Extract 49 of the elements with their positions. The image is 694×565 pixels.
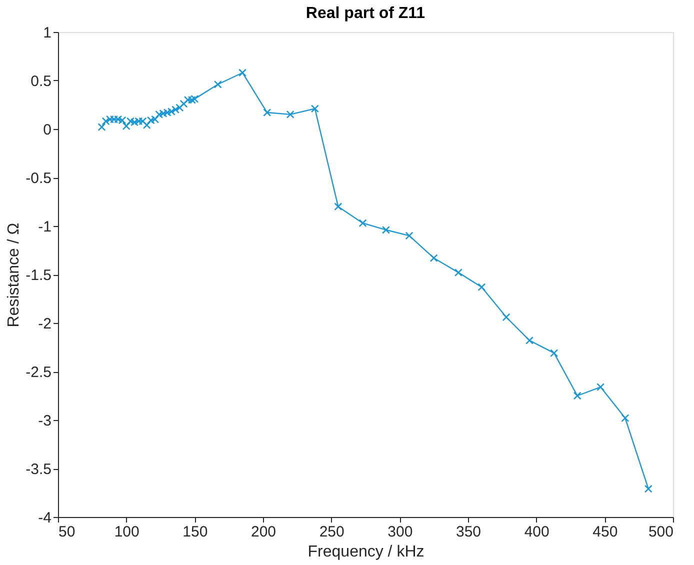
point bbox=[621, 414, 630, 422]
point bbox=[596, 383, 605, 392]
y-tick-label: -3 bbox=[38, 412, 52, 430]
x-axis-title: Frequency / kHz bbox=[308, 544, 424, 560]
point bbox=[310, 104, 319, 113]
point bbox=[573, 392, 582, 400]
point bbox=[263, 108, 272, 117]
point bbox=[478, 283, 486, 292]
point bbox=[286, 110, 294, 118]
y-tick-label: 1 bbox=[43, 24, 52, 42]
point bbox=[358, 219, 367, 228]
point bbox=[502, 313, 510, 322]
y-tick-label: -3.5 bbox=[26, 461, 52, 478]
point bbox=[430, 254, 438, 262]
point bbox=[122, 122, 130, 130]
x-tick-label: 350 bbox=[456, 524, 482, 540]
x-tick-label: 250 bbox=[319, 524, 344, 540]
point bbox=[98, 123, 106, 132]
point bbox=[142, 121, 151, 130]
x-tick-label: 500 bbox=[648, 524, 674, 540]
y-tick-label: -1 bbox=[38, 218, 52, 236]
y-tick-label: -0.5 bbox=[26, 170, 52, 187]
y-tick-label: -1.5 bbox=[26, 267, 52, 284]
point bbox=[644, 484, 652, 493]
point bbox=[188, 96, 196, 104]
point bbox=[214, 80, 222, 88]
x-tick-label: 400 bbox=[524, 524, 550, 540]
point bbox=[405, 232, 414, 240]
y-tick-label: 0 bbox=[43, 122, 52, 138]
point bbox=[454, 268, 462, 277]
point bbox=[180, 100, 188, 108]
x-tick-label: 300 bbox=[388, 524, 413, 540]
chart-title: Real part of Z11 bbox=[306, 5, 426, 22]
point bbox=[382, 226, 390, 234]
y-tick-label: -2.5 bbox=[26, 364, 52, 381]
y-tick-label: 0.5 bbox=[30, 73, 52, 90]
y-axis-title: Resistance / Ω bbox=[6, 222, 23, 328]
x-tick-label: 50 bbox=[58, 524, 76, 540]
y-tick-label: -4 bbox=[38, 510, 52, 526]
x-tick-label: 450 bbox=[592, 524, 618, 540]
point bbox=[176, 104, 184, 112]
point bbox=[550, 349, 558, 358]
point bbox=[334, 202, 342, 211]
x-tick-label: 100 bbox=[114, 524, 140, 540]
y-tick-label: -2 bbox=[38, 316, 52, 332]
x-tick-label: 200 bbox=[250, 524, 276, 540]
x-tick-label: 150 bbox=[182, 524, 208, 540]
point bbox=[238, 68, 247, 77]
point bbox=[525, 336, 534, 344]
